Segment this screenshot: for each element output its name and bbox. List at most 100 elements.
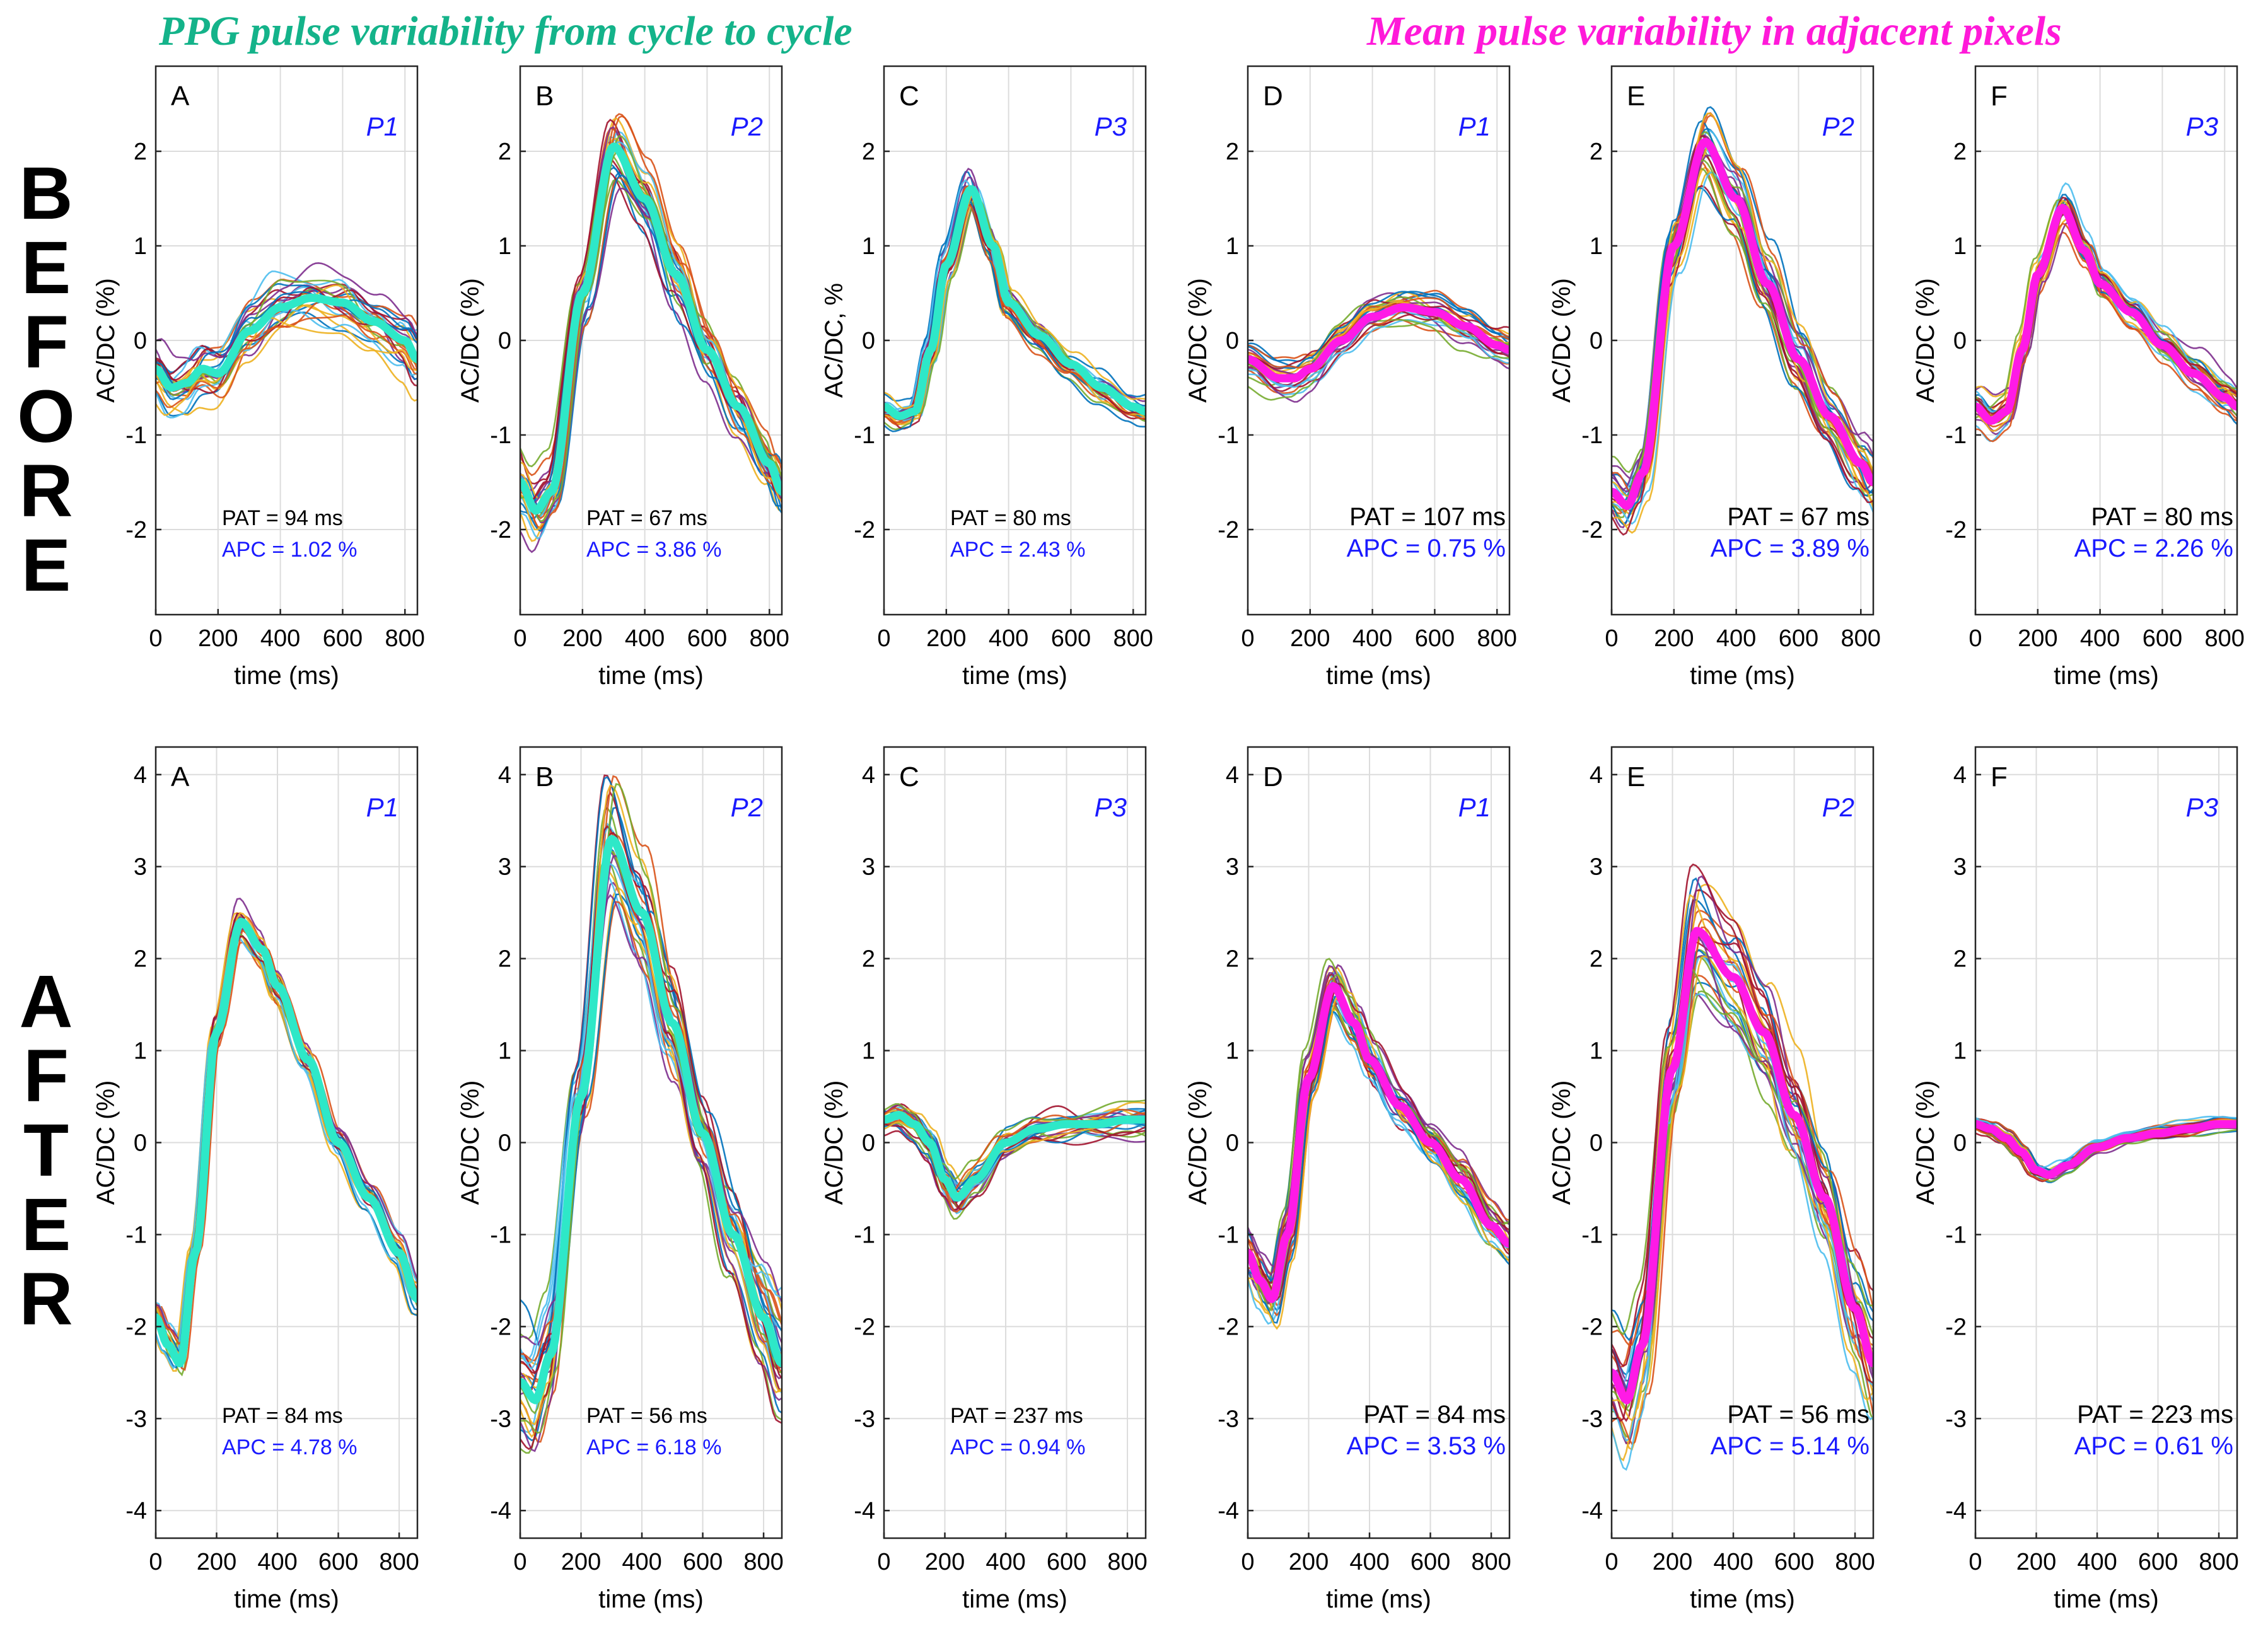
y-tick-label: 1 (498, 233, 511, 260)
row-label-after-char: E (21, 1183, 71, 1266)
pulse-trace (884, 1099, 1146, 1180)
x-tick-label: 800 (2205, 625, 2245, 652)
y-axis-label: AC/DC (%) (1184, 278, 1212, 403)
pat-annotation: PAT = 67 ms (586, 506, 707, 530)
row-label-before: B E F O R E (11, 156, 81, 603)
y-tick-label: 3 (1226, 854, 1239, 881)
participant-label: P1 (1458, 792, 1491, 822)
y-tick-label: 0 (1226, 1130, 1239, 1157)
x-axis-label: time (ms) (1326, 1585, 1431, 1613)
chart-panel-before-b: 0 200 400 600 800 -2 -1 0 1 2 time (ms) AC/DC (%) B P… (457, 65, 789, 690)
x-tick-label: 0 (877, 1549, 890, 1575)
y-tick-label: 3 (1590, 854, 1603, 881)
x-tick-label: 0 (513, 625, 526, 652)
chart-panel-after-a: 0 200 400 600 800 -4 -3 -2 -1 0 1 2 3 4 time (ms) AC/DC… (92, 746, 419, 1613)
mean-pulse-line (1612, 927, 1873, 1405)
y-tick-label: 0 (1226, 328, 1239, 354)
x-tick-label: 600 (687, 625, 727, 652)
pulse-trace (156, 316, 417, 416)
pat-annotation: PAT = 80 ms (2091, 503, 2233, 531)
mean-pulse-line (520, 142, 782, 515)
x-tick-label: 400 (260, 625, 300, 652)
x-axis-label: time (ms) (598, 662, 704, 690)
chart-panel-after-d: 0 200 400 600 800 -4 -3 -2 -1 0 1 2 3 4 time (ms) AC/DC… (1184, 746, 1511, 1613)
trace-group (884, 1099, 1146, 1220)
y-axis-label: AC/DC (%) (820, 1080, 848, 1205)
apc-annotation: APC = 5.14 % (1711, 1432, 1870, 1460)
x-axis-label: time (ms) (234, 1585, 339, 1613)
y-tick-label: 0 (1590, 328, 1603, 354)
pat-annotation: PAT = 56 ms (586, 1404, 707, 1428)
y-tick-label: -1 (1945, 422, 1967, 449)
x-tick-label: 200 (1290, 625, 1330, 652)
y-tick-label: 2 (134, 946, 147, 973)
x-tick-label: 400 (1713, 1549, 1753, 1575)
pulse-trace (156, 314, 417, 408)
pulse-trace (1248, 299, 1509, 370)
x-tick-label: 800 (1471, 1549, 1511, 1575)
x-tick-label: 600 (1415, 625, 1455, 652)
x-tick-label: 0 (1605, 1549, 1618, 1575)
x-axis-label: time (ms) (598, 1585, 704, 1613)
x-tick-label: 0 (149, 1549, 162, 1575)
x-tick-label: 600 (2138, 1549, 2178, 1575)
x-axis-label: time (ms) (234, 662, 339, 690)
participant-label: P3 (2186, 112, 2218, 141)
y-axis-label: AC/DC (%) (1912, 1080, 1939, 1205)
x-tick-label: 200 (926, 625, 966, 652)
x-tick-label: 600 (2143, 625, 2182, 652)
x-tick-label: 200 (198, 625, 238, 652)
y-tick-label: -2 (854, 1314, 875, 1340)
chart-panel-after-e: 0 200 400 600 800 -4 -3 -2 -1 0 1 2 3 4 time (ms) AC/DC… (1548, 746, 1875, 1613)
y-tick-label: 0 (862, 1130, 875, 1157)
y-tick-label: -2 (1581, 1314, 1603, 1340)
pulse-trace (884, 168, 1146, 414)
panel-letter: F (1991, 81, 2008, 112)
x-tick-label: 800 (743, 1549, 783, 1575)
y-tick-label: -3 (1945, 1406, 1967, 1432)
y-tick-label: -2 (1581, 517, 1603, 543)
y-axis-label: AC/DC (%) (1548, 278, 1576, 403)
x-tick-label: 200 (197, 1549, 236, 1575)
y-tick-label: 0 (862, 328, 875, 354)
x-tick-label: 600 (1410, 1549, 1450, 1575)
y-tick-label: -1 (1218, 1222, 1239, 1248)
y-tick-label: 4 (1953, 762, 1967, 789)
y-tick-label: -1 (854, 422, 875, 449)
pulse-trace (1975, 209, 2237, 443)
y-tick-label: 4 (1226, 762, 1239, 789)
x-tick-label: 600 (1047, 1549, 1086, 1575)
chart-panel-before-c: 0 200 400 600 800 -2 -1 0 1 2 time (ms) AC/DC, % C P3… (820, 65, 1153, 690)
trace-group (520, 113, 782, 553)
pulse-trace (156, 935, 417, 1370)
panel-letter: C (899, 81, 919, 112)
mean-pulse-line (1975, 204, 2237, 425)
y-axis-label: AC/DC (%) (92, 1080, 120, 1205)
apc-annotation: APC = 1.02 % (222, 538, 358, 562)
apc-annotation: APC = 4.78 % (222, 1435, 358, 1459)
y-tick-label: 0 (134, 1130, 147, 1157)
panel-letter: D (1263, 762, 1283, 792)
x-tick-label: 200 (925, 1549, 965, 1575)
y-tick-label: 2 (1590, 946, 1603, 973)
y-tick-label: -2 (490, 1314, 511, 1340)
y-tick-label: -4 (1581, 1498, 1603, 1524)
apc-annotation: APC = 6.18 % (586, 1435, 722, 1459)
mean-pulse-line (156, 294, 417, 392)
x-tick-label: 800 (379, 1549, 419, 1575)
apc-annotation: APC = 0.75 % (1347, 535, 1506, 562)
x-tick-label: 0 (1969, 1549, 1982, 1575)
pat-annotation: PAT = 56 ms (1727, 1401, 1870, 1428)
panel-letter: A (171, 81, 190, 112)
trace-group (1975, 1115, 2237, 1184)
x-tick-label: 400 (989, 625, 1028, 652)
y-tick-label: 2 (1953, 139, 1967, 165)
y-tick-label: 3 (1953, 854, 1967, 881)
y-tick-label: 0 (1953, 1130, 1967, 1157)
panel-letter: B (535, 762, 554, 792)
trace-group (1612, 106, 1873, 536)
trace-group (1612, 863, 1873, 1471)
y-tick-label: 2 (1590, 139, 1603, 165)
x-tick-label: 400 (622, 1549, 661, 1575)
x-tick-label: 400 (1716, 625, 1756, 652)
